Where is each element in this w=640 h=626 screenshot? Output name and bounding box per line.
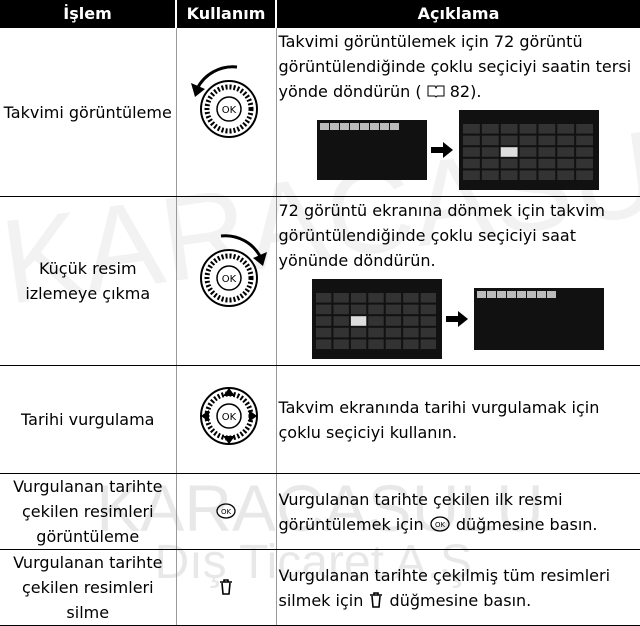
arrow	[446, 311, 469, 327]
dial-icon: OK	[190, 64, 258, 138]
row: Tarihi vurgulama OK Takvim ekranında tarih…	[0, 365, 640, 474]
action: Vurgulanan tarihte çekilen resimleri sil…	[0, 549, 176, 626]
svg-text:OK: OK	[221, 508, 232, 516]
description: Takvim ekranında tarihi vurgulamak için …	[278, 398, 600, 442]
usage-icon: OK	[175, 365, 277, 474]
svg-text:OK: OK	[221, 105, 236, 116]
usage-icon: OK	[175, 473, 277, 550]
screen-thumbnail	[312, 279, 443, 359]
description-cell: Vurgulanan tarihte çekilen ilk resmi gör…	[276, 473, 640, 550]
page-ref-icon	[427, 85, 445, 98]
description-cell: Takvim ekranında tarihi vurgulamak için …	[276, 365, 640, 474]
screen-thumbnail	[459, 110, 600, 190]
delete-icon	[370, 592, 383, 608]
dial-icon: OK	[199, 233, 267, 307]
screen-thumbnail	[474, 288, 605, 350]
ok-icon: OK	[430, 516, 450, 532]
screen-thumbnail	[317, 120, 428, 180]
delete-icon	[220, 579, 232, 595]
arrow	[431, 142, 454, 158]
header: İşlem	[0, 0, 176, 28]
row: Küçük resim izlemeye çıkma OK 72 görüntü e…	[0, 196, 640, 366]
description: Takvimi görüntülemek için 72 görüntü gör…	[278, 32, 632, 101]
description: 82).	[449, 82, 482, 101]
row: Vurgulanan tarihte çekilen resimleri sil…	[0, 549, 640, 626]
row: Takvimi görüntüleme OK Takvimi görüntüleme…	[0, 27, 640, 197]
action: Takvimi görüntüleme	[0, 27, 176, 197]
usage-icon	[175, 549, 277, 626]
action: Küçük resim izlemeye çıkma	[0, 196, 176, 366]
description-cell: Takvimi görüntülemek için 72 görüntü gör…	[276, 27, 640, 197]
row: Vurgulanan tarihte çekilen resimleri gör…	[0, 473, 640, 550]
description-cell: 72 görüntü ekranına dönmek için takvim g…	[276, 196, 640, 366]
description: düğmesine basın.	[455, 515, 598, 534]
action: Vurgulanan tarihte çekilen resimleri gör…	[0, 473, 176, 550]
action: Tarihi vurgulama	[0, 365, 176, 474]
dial-icon: OK	[199, 387, 258, 445]
usage-icon: OK	[175, 27, 277, 197]
description: düğmesine basın.	[389, 591, 532, 610]
svg-text:OK: OK	[221, 274, 236, 285]
header: Kullanım	[175, 0, 276, 28]
description: 72 görüntü ekranına dönmek için takvim g…	[278, 201, 605, 270]
description: Vurgulanan tarihte çekilen ilk resmi gör…	[278, 490, 563, 534]
usage-icon: OK	[175, 196, 277, 366]
svg-text:OK: OK	[435, 521, 446, 529]
svg-text:OK: OK	[221, 412, 236, 423]
description-cell: Vurgulanan tarihte çekilmiş tüm resimler…	[276, 549, 640, 626]
ok-icon: OK	[216, 503, 236, 519]
header: Açıklama	[275, 0, 640, 28]
